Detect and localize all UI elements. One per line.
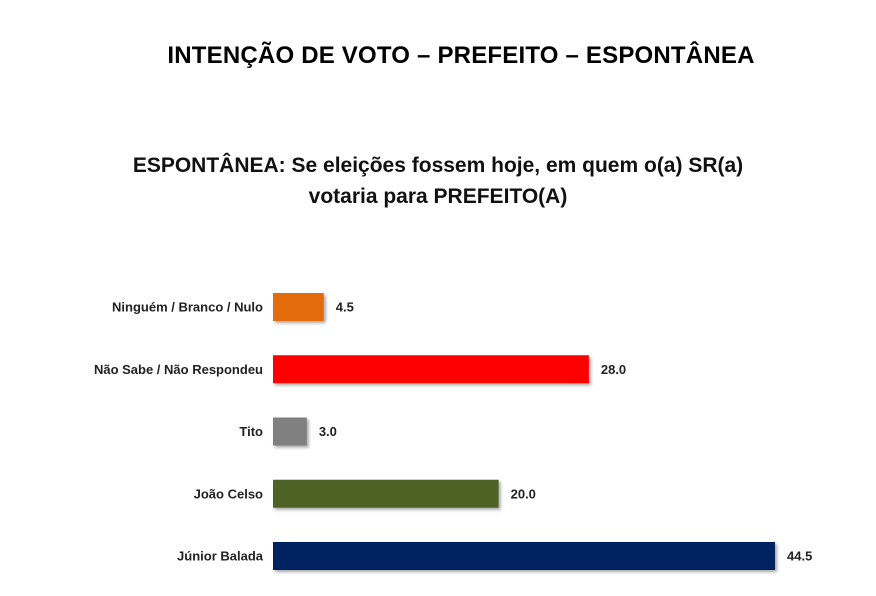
value-label: 4.5 xyxy=(336,300,354,315)
category-label: Júnior Balada xyxy=(177,549,264,564)
bar xyxy=(273,417,307,446)
category-label: João Celso xyxy=(194,486,263,501)
question-line-2: votaria para PREFEITO(A) xyxy=(308,185,568,208)
value-label: 3.0 xyxy=(319,424,337,439)
bar xyxy=(273,293,324,321)
bar xyxy=(273,479,499,508)
question-text: ESPONTÂNEA: Se eleições fossem hoje, em … xyxy=(0,150,876,212)
value-label: 44.5 xyxy=(787,549,812,564)
category-label: Não Sabe / Não Respondeu xyxy=(94,362,263,377)
question-line-1: ESPONTÂNEA: Se eleições fossem hoje, em … xyxy=(132,154,744,177)
category-label: Ninguém / Branco / Nulo xyxy=(112,300,263,315)
value-label: 20.0 xyxy=(511,486,536,501)
page-title: INTENÇÃO DE VOTO – PREFEITO – ESPONTÂNEA xyxy=(167,42,755,69)
category-label: Tito xyxy=(239,424,263,439)
bar xyxy=(273,355,589,384)
value-label: 28.0 xyxy=(601,362,626,377)
bar xyxy=(273,542,775,570)
bars-layer: Ninguém / Branco / Nulo 4.5 Não Sabe / Não… xyxy=(94,293,812,570)
